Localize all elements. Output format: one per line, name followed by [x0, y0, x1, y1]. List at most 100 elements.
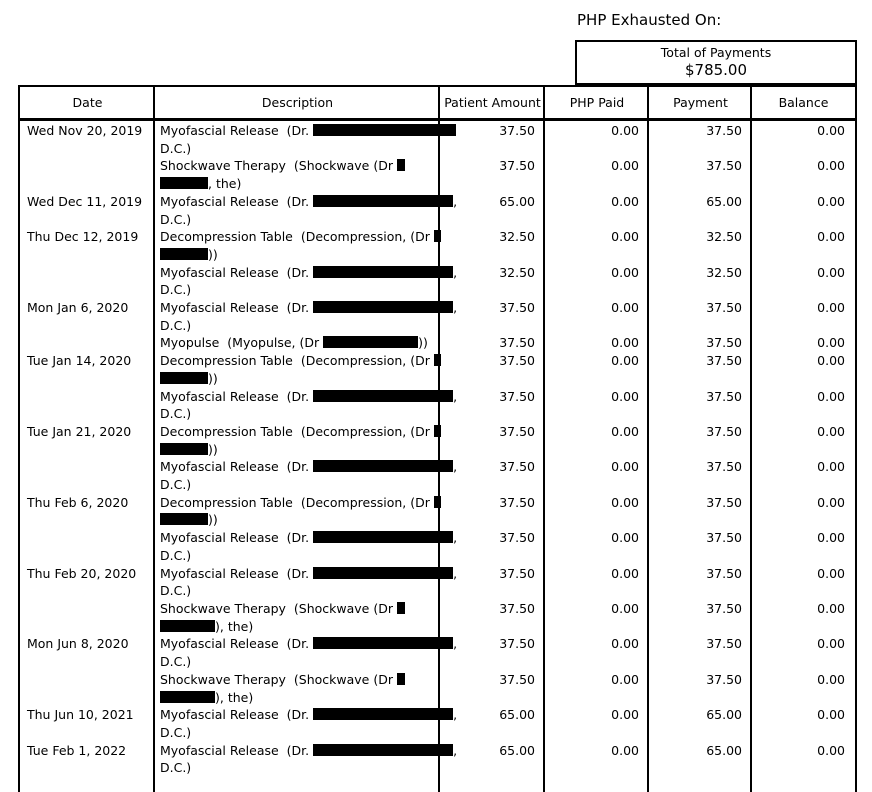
patient-amount-cell: 37.50	[499, 123, 535, 138]
balance-cell: 0.00	[817, 193, 845, 209]
balance-cell: 0.00	[817, 600, 845, 616]
description-cell: Shockwave Therapy (Shockwave (Dr ), the)	[155, 671, 440, 706]
payment-cell: 32.50	[706, 264, 742, 280]
redaction-block	[313, 708, 454, 721]
table-row: Myopulse (Myopulse, (Dr )) 37.50 0.00 37.50…	[20, 334, 855, 352]
description-cell: Myofascial Release (Dr. , D.C.)	[155, 742, 457, 777]
patient-amount-cell: 32.50	[499, 264, 535, 280]
patient-amount-cell: 37.50	[499, 636, 535, 652]
redaction-block	[396, 601, 405, 614]
description-line: ), the)	[160, 689, 440, 707]
patient-amount-cell: 37.50	[499, 158, 535, 174]
table-row: Mon Jan 6, 2020 Myofascial Release (Dr. ,…	[20, 299, 855, 334]
description-line: Myofascial Release (Dr. ,	[160, 530, 458, 546]
column-header-patient-amount: Patient Amount	[444, 95, 541, 110]
payment-cell: 37.50	[706, 459, 742, 475]
description-cell: Decompression Table (Decompression, (Dr …	[155, 494, 441, 529]
patient-amount-cell: 65.00	[499, 707, 535, 723]
table-row: Myofascial Release (Dr. , D.C.) 32.50 0.00 3…	[20, 264, 855, 299]
table-row: Shockwave Therapy (Shockwave (Dr ), the)…	[20, 671, 855, 706]
description-line: ))	[160, 511, 440, 529]
description-cell: Myofascial Release (Dr. , D.C.)	[155, 264, 458, 299]
redaction-block	[433, 230, 441, 243]
redaction-block	[313, 531, 454, 544]
date-cell: Thu Jun 10, 2021	[27, 707, 134, 723]
description-line: Decompression Table (Decompression, (Dr	[160, 423, 441, 441]
table-row: Wed Dec 11, 2019 Myofascial Release (Dr. …	[20, 193, 855, 228]
date-cell	[20, 264, 155, 299]
balance-cell: 0.00	[817, 158, 845, 174]
total-of-payments-box: Total of Payments $785.00	[575, 40, 857, 85]
date-cell	[20, 529, 155, 564]
payment-cell: 37.50	[706, 600, 742, 616]
patient-amount-cell: 37.50	[499, 671, 535, 687]
description-line: D.C.)	[160, 583, 192, 599]
balance-cell: 0.00	[817, 335, 845, 351]
php-paid-cell: 0.00	[611, 707, 639, 723]
php-paid-cell: 0.00	[611, 423, 639, 439]
description-cell: Decompression Table (Decompression, (Dr …	[155, 228, 441, 263]
date-cell: Tue Feb 1, 2022	[27, 742, 127, 758]
php-paid-cell: 0.00	[611, 742, 639, 758]
redaction-block	[313, 637, 454, 650]
php-paid-cell: 0.00	[611, 300, 639, 316]
payment-cell: 37.50	[706, 300, 742, 316]
patient-amount-cell: 37.50	[499, 565, 535, 581]
balance-cell: 0.00	[817, 494, 845, 510]
php-paid-cell: 0.00	[611, 530, 639, 546]
description-line: Decompression Table (Decompression, (Dr	[160, 494, 441, 512]
patient-amount-cell: 37.50	[499, 423, 535, 439]
date-cell	[20, 157, 155, 192]
description-cell: Shockwave Therapy (Shockwave (Dr , the)	[155, 157, 440, 192]
description-cell: Myopulse (Myopulse, (Dr ))	[155, 334, 440, 352]
column-header-balance: Balance	[778, 95, 829, 110]
description-line: Shockwave Therapy (Shockwave (Dr	[160, 157, 440, 175]
description-line: Myofascial Release (Dr.	[160, 122, 457, 140]
description-cell: Myofascial Release (Dr. , D.C.)	[155, 565, 457, 600]
description-line: Myofascial Release (Dr. ,	[160, 636, 458, 652]
redaction-block	[160, 371, 208, 384]
total-of-payments-amount: $785.00	[684, 61, 748, 79]
redaction-block	[313, 301, 454, 314]
patient-amount-cell: 37.50	[499, 494, 535, 510]
payment-cell: 37.50	[706, 423, 742, 439]
patient-amount-cell: 65.00	[499, 193, 535, 209]
php-paid-cell: 0.00	[611, 193, 639, 209]
payment-cell: 37.50	[706, 388, 742, 404]
date-cell	[20, 671, 155, 706]
balance-cell: 0.00	[817, 229, 845, 245]
redaction-block	[160, 619, 215, 632]
php-paid-cell: 0.00	[611, 158, 639, 174]
description-cell: Myofascial Release (Dr. , D.C.)	[155, 635, 458, 670]
table-row: Tue Feb 1, 2022 Myofascial Release (Dr. ,…	[20, 742, 855, 777]
php-paid-cell: 0.00	[611, 671, 639, 687]
description-line: Decompression Table (Decompression, (Dr	[160, 352, 441, 370]
description-line: Myofascial Release (Dr. ,	[160, 707, 458, 723]
description-line: Myofascial Release (Dr. ,	[160, 264, 458, 280]
payment-cell: 37.50	[706, 565, 742, 581]
balance-cell: 0.00	[817, 636, 845, 652]
patient-amount-cell: 37.50	[499, 459, 535, 475]
date-cell: Tue Jan 14, 2020	[27, 353, 132, 369]
column-divider	[750, 87, 752, 792]
balance-cell: 0.00	[817, 264, 845, 280]
payment-cell: 37.50	[706, 353, 742, 369]
redaction-block	[313, 743, 454, 756]
patient-amount-cell: 37.50	[499, 388, 535, 404]
date-cell: Thu Feb 20, 2020	[27, 565, 137, 581]
payment-cell: 37.50	[706, 123, 742, 138]
date-cell: Tue Jan 21, 2020	[27, 423, 132, 439]
php-paid-cell: 0.00	[611, 636, 639, 652]
description-line: D.C.)	[160, 140, 192, 156]
page-title: PHP Exhausted On:	[577, 11, 722, 29]
balance-cell: 0.00	[817, 459, 845, 475]
description-cell: Decompression Table (Decompression, (Dr …	[155, 423, 441, 458]
payment-cell: 65.00	[706, 193, 742, 209]
total-of-payments-label: Total of Payments	[660, 45, 772, 60]
description-line: D.C.)	[160, 547, 192, 563]
payment-cell: 37.50	[706, 530, 742, 546]
php-paid-cell: 0.00	[611, 335, 639, 351]
description-line: ))	[160, 370, 440, 388]
description-line: , the)	[160, 175, 440, 193]
table-row: Tue Jan 21, 2020 Decompression Table (Dec…	[20, 423, 855, 458]
